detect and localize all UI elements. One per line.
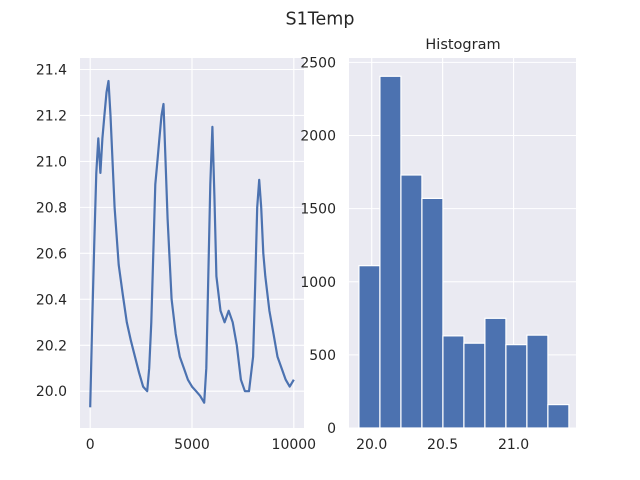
histogram-y-tick-label: 1000	[300, 275, 336, 291]
line-chart-x-tick-label: 0	[86, 437, 95, 453]
line-chart-y-tick-label: 20.4	[36, 292, 67, 308]
line-chart-y-tick-label: 20.6	[36, 246, 67, 262]
histogram-y-tick-label: 1500	[300, 202, 336, 218]
histogram-x-tick-label: 21.0	[498, 437, 529, 453]
line-chart-y-tick-label: 20.8	[36, 200, 67, 216]
line-chart-axes: 0 5000 10000 20.020.220.420.620.821.021.22…	[36, 58, 316, 453]
histogram-y-tick-label: 2000	[300, 129, 336, 145]
histogram-bar	[358, 265, 381, 429]
line-chart-x-tick-label: 5000	[174, 437, 210, 453]
line-chart-y-tick-label: 21.2	[36, 108, 67, 124]
line-chart-y-tick-label: 20.0	[36, 384, 67, 400]
histogram-bar	[400, 174, 423, 429]
histogram-bar	[484, 317, 507, 429]
line-chart-y-tick-label: 21.4	[36, 62, 67, 78]
line-chart-series	[89, 79, 295, 408]
figure-suptitle: S1Temp	[286, 10, 355, 30]
histogram-x-tick-labels: 20.0 20.5 21.0	[356, 437, 529, 453]
line-chart-y-tick-label: 20.2	[36, 338, 67, 354]
line-chart-x-tick-labels: 0 5000 10000	[86, 437, 316, 453]
line-chart-series-line	[89, 79, 295, 408]
histogram-bar	[505, 344, 528, 429]
line-chart-y-tick-labels: 20.0 20.2 20.4 20.6 20.8 21.0 21.2 21.4	[36, 62, 67, 400]
histogram-bar	[547, 404, 570, 429]
histogram-bar	[442, 335, 465, 429]
line-chart-x-tick-label: 10000	[272, 437, 317, 453]
histogram-bar	[379, 75, 402, 429]
histogram-x-tick-label: 20.0	[356, 437, 387, 453]
line-chart-grid	[80, 58, 304, 428]
line-chart-y-tick-label: 21.0	[36, 154, 67, 170]
histogram-title: Histogram	[425, 37, 500, 53]
histogram-bars	[358, 75, 570, 429]
histogram-axes: 20.0 20.5 21.0 0 500 1000 1500 2000 2500 Histog…	[300, 37, 576, 453]
histogram-x-tick-label: 20.5	[427, 437, 458, 453]
histogram-bar	[463, 342, 486, 429]
histogram-y-tick-label: 0	[327, 421, 336, 437]
histogram-y-tick-label: 2500	[300, 55, 336, 71]
histogram-bar	[421, 197, 444, 429]
histogram-y-tick-labels: 0 500 1000 1500 2000 2500	[300, 55, 336, 437]
histogram-y-tick-label: 500	[309, 348, 336, 364]
histogram-bar	[526, 334, 549, 429]
